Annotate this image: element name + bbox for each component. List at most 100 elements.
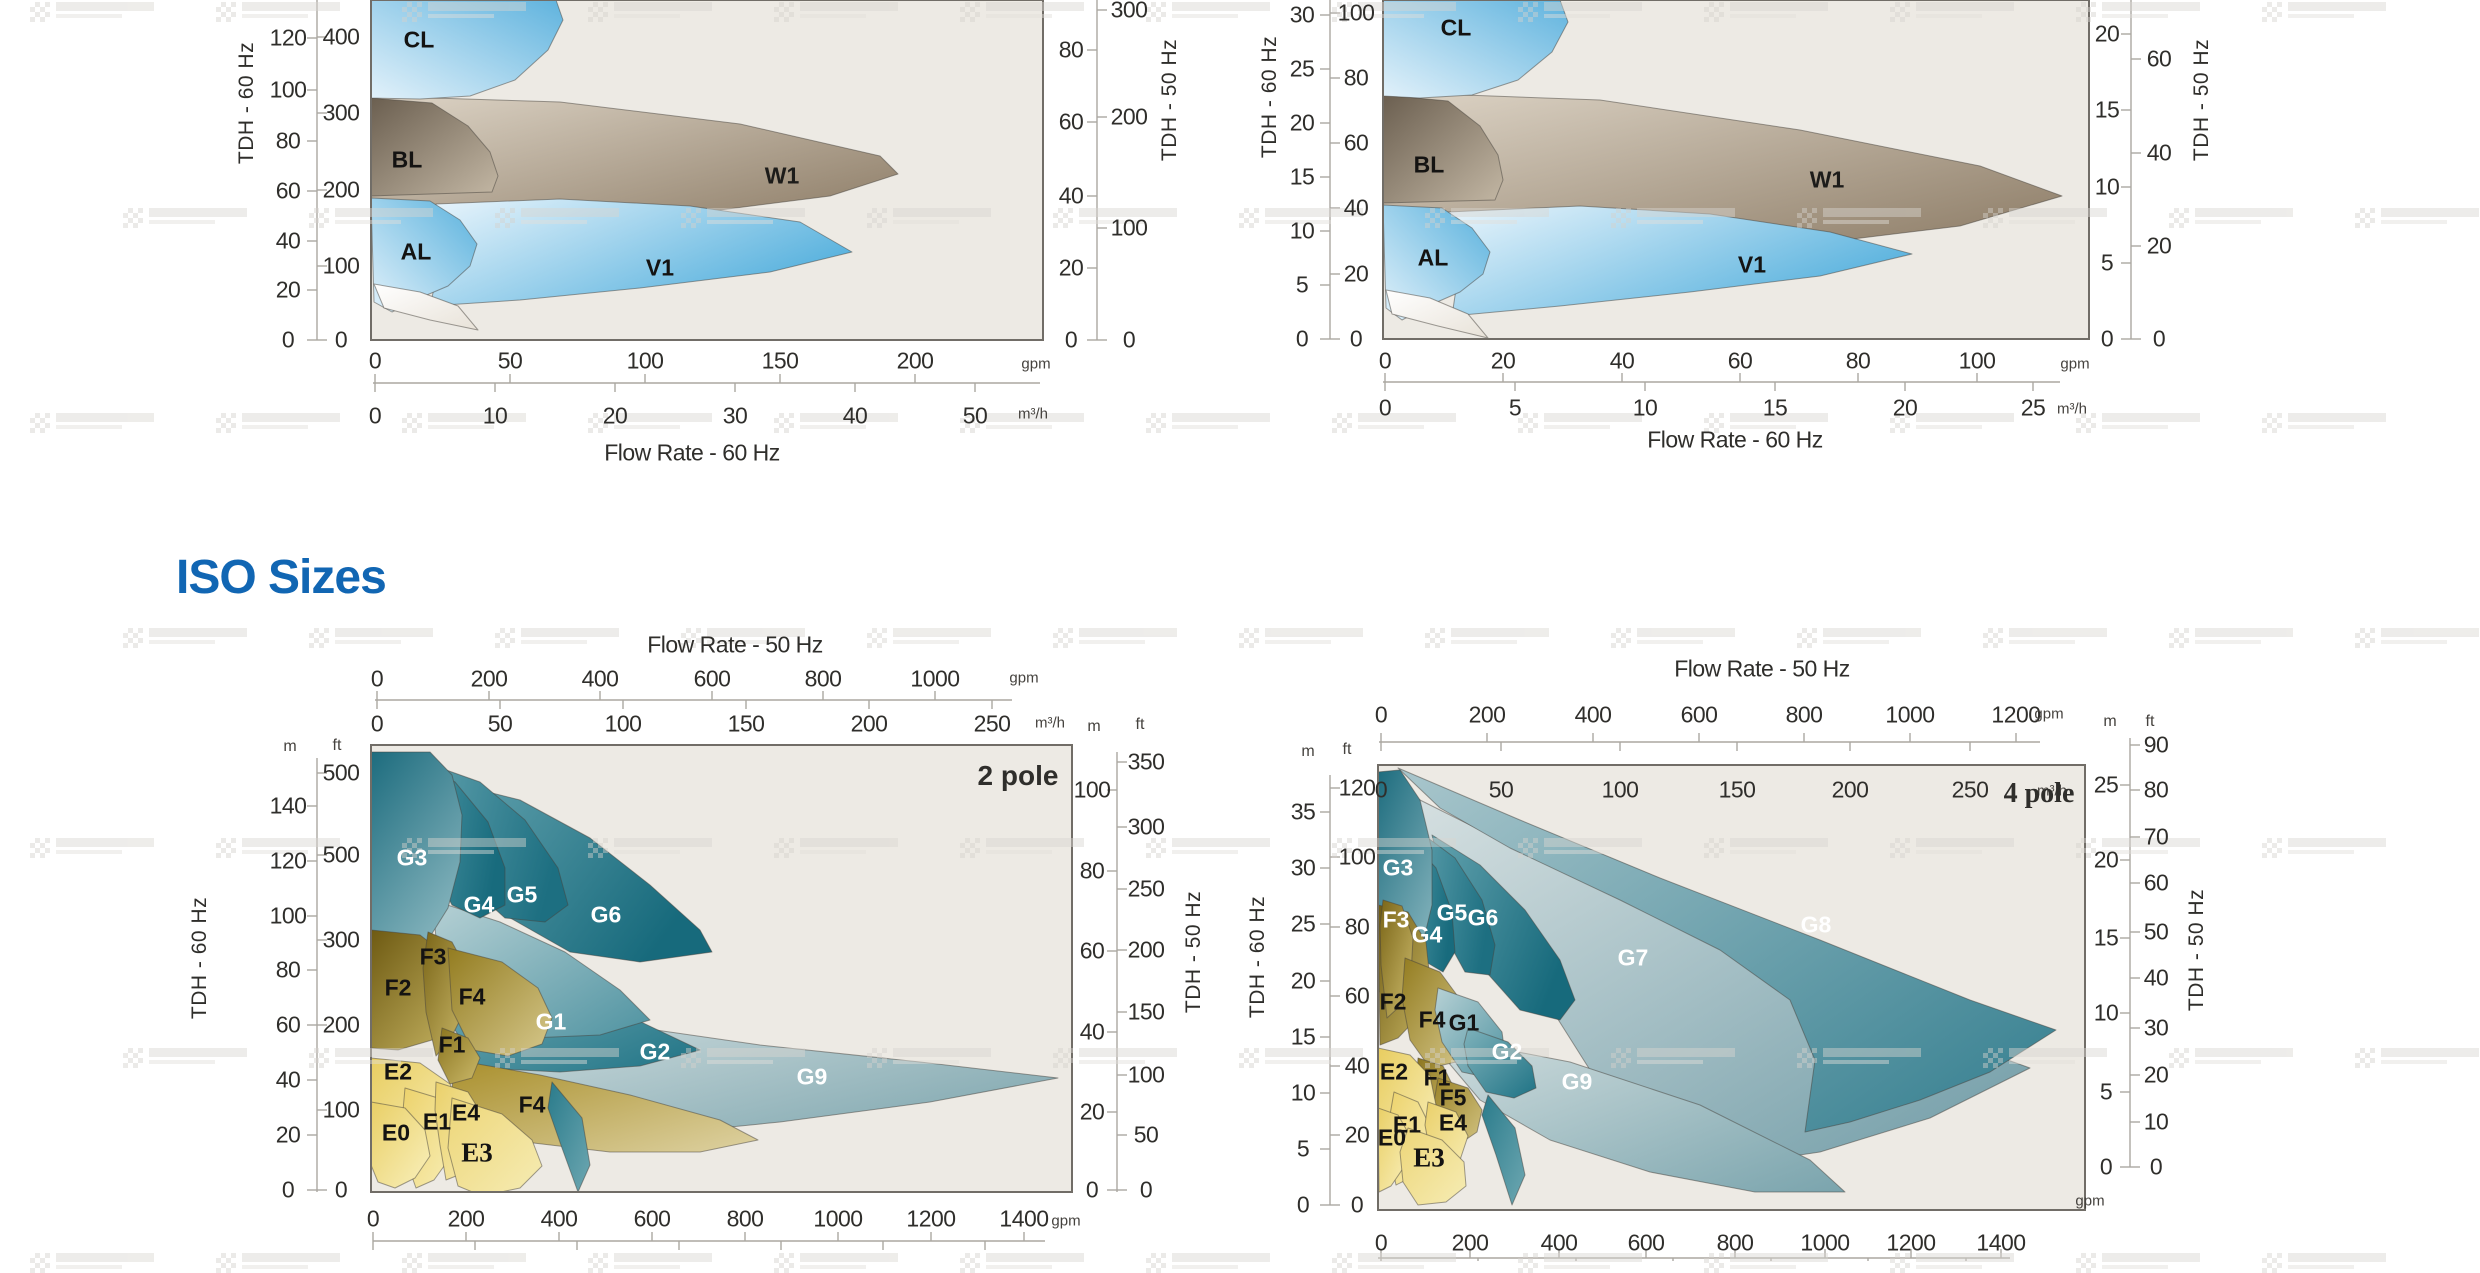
watermark-logo-icon [867, 1048, 887, 1068]
watermark-logo-icon [1611, 208, 1631, 228]
watermark-text-blur [242, 413, 340, 429]
watermark-logo-icon [774, 2, 794, 22]
watermark-logo-icon [2262, 1253, 2282, 1273]
watermark-text-blur [800, 838, 898, 854]
watermark-logo-icon [681, 208, 701, 228]
watermark-logo-icon [216, 838, 236, 858]
watermark [774, 1253, 898, 1273]
watermark-text-blur [428, 838, 526, 854]
watermark [1518, 838, 1642, 858]
watermark-text-blur [1916, 838, 2014, 854]
watermark-logo-icon [1425, 628, 1445, 648]
watermark-text-blur [1823, 208, 1921, 224]
watermark-text-blur [800, 1253, 898, 1269]
watermark [1890, 2, 2014, 22]
watermark-logo-icon [960, 838, 980, 858]
watermark [1518, 2, 1642, 22]
region-G9 [1444, 1037, 1846, 1193]
watermark [1890, 413, 2014, 433]
watermark-logo-icon [2076, 413, 2096, 433]
watermark [1239, 628, 1363, 648]
watermark [2355, 1048, 2479, 1068]
watermark-text-blur [1637, 1048, 1735, 1064]
watermark-logo-icon [123, 1048, 143, 1068]
watermark [1890, 1253, 2014, 1273]
watermark-logo-icon [1890, 2, 1910, 22]
watermark-logo-icon [1146, 2, 1166, 22]
watermark [2169, 628, 2293, 648]
watermark-text-blur [2195, 1048, 2293, 1064]
watermark-text-blur [242, 2, 340, 18]
watermark [1053, 208, 1177, 228]
region-G2 [1463, 1027, 1537, 1099]
watermark-logo-icon [1332, 838, 1352, 858]
watermark-text-blur [2195, 628, 2293, 644]
watermark-text-blur [335, 628, 433, 644]
watermark-text-blur [1637, 208, 1735, 224]
watermark-logo-icon [1146, 838, 1166, 858]
watermark-text-blur [1358, 2, 1456, 18]
watermark [588, 1253, 712, 1273]
watermark-text-blur [2102, 838, 2200, 854]
watermark [216, 2, 340, 22]
watermark [1983, 1048, 2107, 1068]
watermark-text-blur [1265, 1048, 1363, 1064]
watermark-logo-icon [1797, 208, 1817, 228]
watermark [30, 1253, 154, 1273]
watermark [2262, 1253, 2386, 1273]
watermark-logo-icon [1239, 1048, 1259, 1068]
watermark-logo-icon [2355, 1048, 2375, 1068]
watermark [2076, 2, 2200, 22]
watermark [1611, 208, 1735, 228]
watermark-logo-icon [1332, 2, 1352, 22]
watermark-text-blur [2288, 2, 2386, 18]
watermark [2076, 413, 2200, 433]
watermark-logo-icon [123, 628, 143, 648]
watermark-logo-icon [2076, 838, 2096, 858]
watermark-logo-icon [1983, 1048, 2003, 1068]
watermark-text-blur [428, 413, 526, 429]
watermark-text-blur [800, 413, 898, 429]
watermark-logo-icon [1611, 628, 1631, 648]
watermark [588, 2, 712, 22]
watermark-text-blur [1544, 2, 1642, 18]
watermark [1890, 838, 2014, 858]
watermark-logo-icon [1053, 208, 1073, 228]
watermark-text-blur [242, 838, 340, 854]
watermark [774, 413, 898, 433]
watermark-logo-icon [1239, 208, 1259, 228]
watermark [1797, 208, 1921, 228]
watermark [123, 628, 247, 648]
watermark [1332, 413, 1456, 433]
watermark-logo-icon [1704, 413, 1724, 433]
watermark-text-blur [2195, 208, 2293, 224]
watermark-logo-icon [588, 1253, 608, 1273]
watermark [216, 1253, 340, 1273]
watermark-text-blur [2009, 628, 2107, 644]
watermark-text-blur [1544, 413, 1642, 429]
watermark [2169, 208, 2293, 228]
watermark-text-blur [614, 2, 712, 18]
watermark-logo-icon [774, 1253, 794, 1273]
watermark-text-blur [149, 1048, 247, 1064]
watermark [2355, 208, 2479, 228]
watermark-logo-icon [588, 2, 608, 22]
watermark-logo-icon [402, 1253, 422, 1273]
watermark-text-blur [1079, 1048, 1177, 1064]
watermark [1332, 2, 1456, 22]
watermark-text-blur [1730, 838, 1828, 854]
watermark [867, 628, 991, 648]
watermark-logo-icon [1704, 1253, 1724, 1273]
watermark [2262, 413, 2386, 433]
watermark-logo-icon [1890, 838, 1910, 858]
watermark-logo-icon [2076, 1253, 2096, 1273]
watermark-logo-icon [402, 413, 422, 433]
watermark [588, 413, 712, 433]
watermark-logo-icon [774, 413, 794, 433]
watermark-logo-icon [30, 838, 50, 858]
watermark [1146, 838, 1270, 858]
watermark-text-blur [2288, 1253, 2386, 1269]
watermark-text-blur [1172, 413, 1270, 429]
watermark [681, 1048, 805, 1068]
